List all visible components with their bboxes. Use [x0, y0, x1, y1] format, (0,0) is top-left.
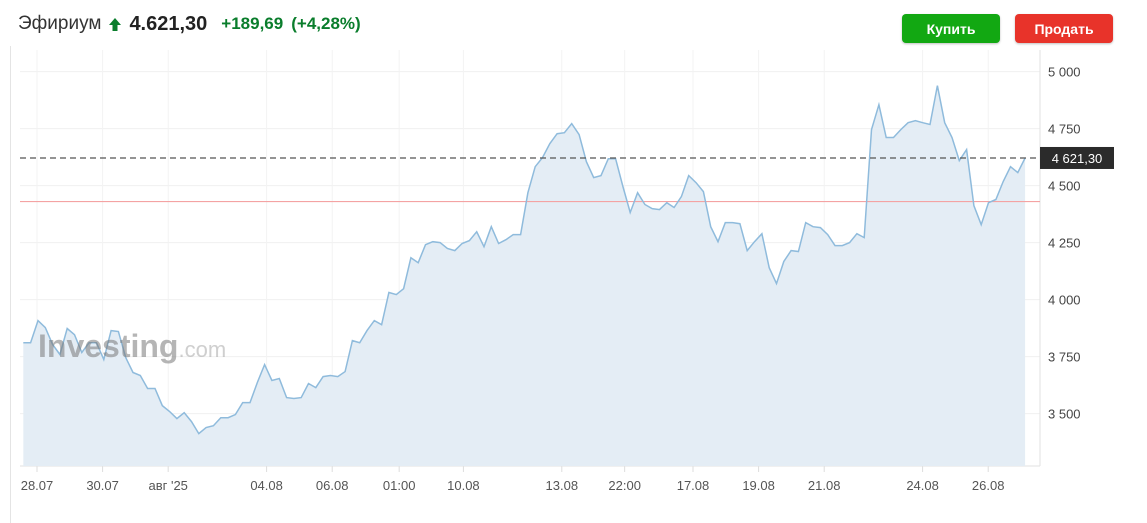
- y-tick-label: 5 000: [1048, 65, 1081, 80]
- chart-frame: [10, 46, 11, 523]
- y-tick-label: 4 750: [1048, 122, 1081, 137]
- price-change-percent: (+4,28%): [291, 14, 361, 33]
- x-tick-label: 13.08: [546, 478, 579, 493]
- current-price-label: 4 621,30: [1052, 151, 1103, 166]
- x-tick-label: 19.08: [742, 478, 775, 493]
- buy-button[interactable]: Купить: [902, 14, 1000, 43]
- current-price-tag: [1040, 146, 1114, 169]
- instrument-name: Эфириум: [18, 13, 102, 34]
- x-tick-label: авг '25: [148, 478, 187, 493]
- x-tick-label: 21.08: [808, 478, 841, 493]
- x-tick-label: 22:00: [608, 478, 641, 493]
- price-line: [23, 85, 1026, 435]
- sell-button[interactable]: Продать: [1015, 14, 1113, 43]
- x-tick-label: 28.07: [21, 478, 54, 493]
- x-tick-label: 30.07: [86, 478, 119, 493]
- x-tick-label: 06.08: [316, 478, 349, 493]
- instrument-header: Эфириум 4.621,30 +189,69 (+4,28%): [18, 10, 361, 38]
- y-tick-label: 4 000: [1048, 293, 1081, 308]
- x-tick-label: 01:00: [383, 478, 416, 493]
- x-tick-label: 17.08: [677, 478, 710, 493]
- y-tick-label: 3 500: [1048, 407, 1081, 422]
- y-tick-label: 3 750: [1048, 350, 1081, 365]
- x-tick-label: 26.08: [972, 478, 1005, 493]
- y-tick-label: 4 250: [1048, 236, 1081, 251]
- x-tick-label: 10.08: [447, 478, 480, 493]
- arrow-up-icon: [109, 17, 122, 31]
- x-tick-label: 04.08: [250, 478, 283, 493]
- price-area-fill: [23, 85, 1026, 466]
- y-tick-label: 4 500: [1048, 179, 1081, 194]
- x-tick-label: 24.08: [906, 478, 939, 493]
- price-change: +189,69: [221, 14, 284, 33]
- investing-watermark: Investing.com: [38, 328, 227, 364]
- last-price: 4.621,30: [129, 12, 208, 35]
